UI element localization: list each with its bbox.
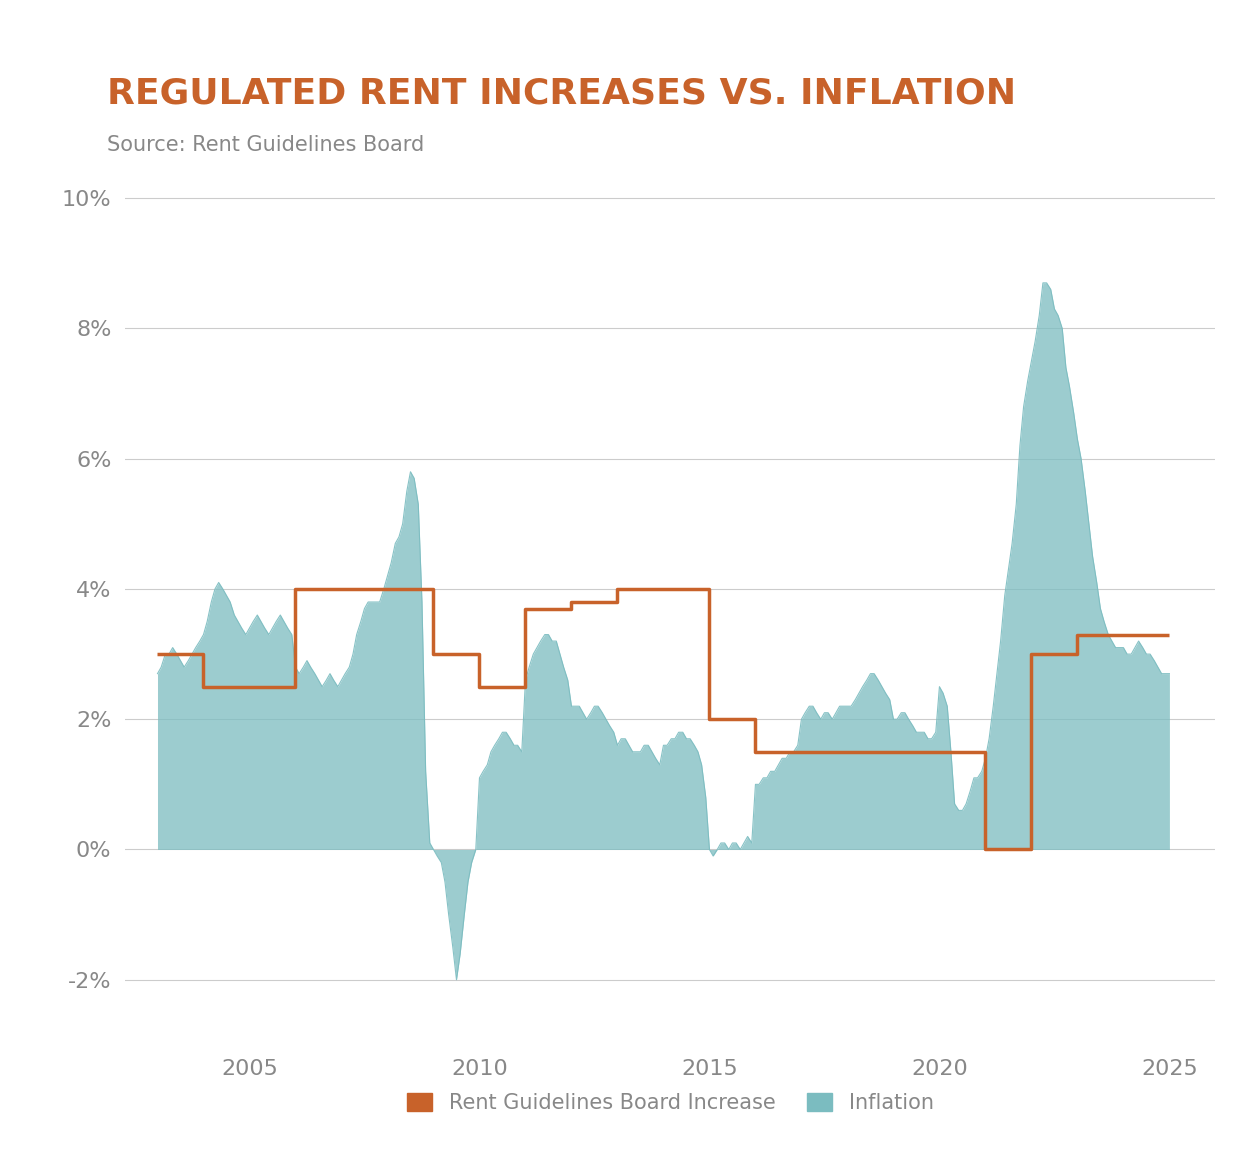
Text: Source: Rent Guidelines Board: Source: Rent Guidelines Board (107, 135, 424, 155)
Legend: Rent Guidelines Board Increase, Inflation: Rent Guidelines Board Increase, Inflatio… (397, 1082, 944, 1124)
Text: REGULATED RENT INCREASES VS. INFLATION: REGULATED RENT INCREASES VS. INFLATION (107, 76, 1016, 110)
